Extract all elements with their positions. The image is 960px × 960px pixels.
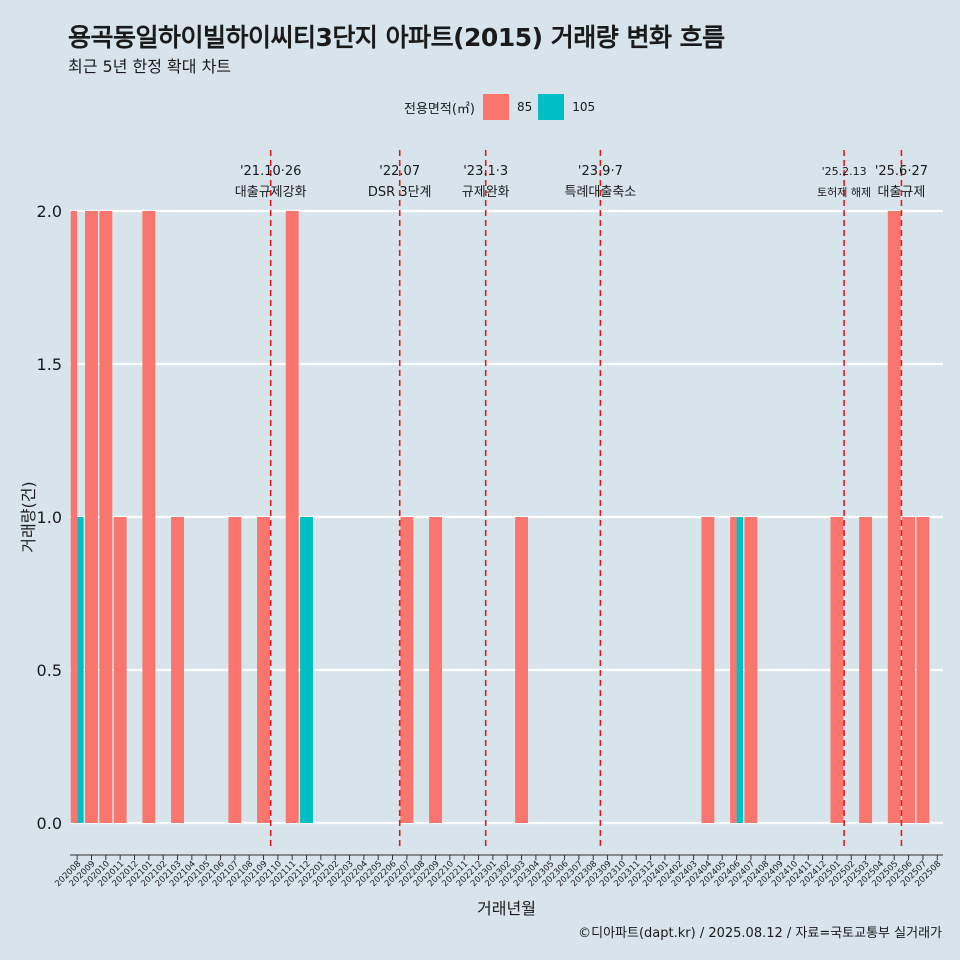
- event-name-label: 대출규제강화: [235, 185, 307, 200]
- legend-item-85: 85: [482, 94, 533, 120]
- legend-swatch-85: [482, 94, 509, 120]
- legend-swatch-105: [538, 94, 565, 120]
- legend: 전용면적(㎡) 85 105: [404, 94, 601, 120]
- bar-85: [429, 517, 442, 823]
- event-name-label: 특례대출축소: [565, 185, 637, 200]
- bar-85: [285, 211, 299, 823]
- event-date-label: '25.6·27: [875, 164, 928, 179]
- bar-85: [515, 517, 529, 823]
- y-tick-label: 1.5: [37, 355, 62, 374]
- bar-85: [730, 517, 737, 823]
- bar-85: [400, 517, 414, 823]
- bar-85: [171, 517, 184, 823]
- bar-85: [142, 211, 156, 823]
- legend-item-105: 105: [538, 94, 595, 120]
- bar-85: [830, 517, 844, 823]
- bar-85: [228, 517, 242, 823]
- y-axis-title: 거래량(건): [19, 481, 38, 552]
- bar-85: [859, 517, 873, 823]
- bar-105: [736, 517, 744, 823]
- y-tick-label: 2.0: [37, 202, 62, 221]
- bar-85: [257, 517, 270, 823]
- y-tick-label: 1.0: [37, 508, 62, 527]
- bar-85: [902, 517, 916, 823]
- event-name-label: 대출규제: [878, 185, 926, 200]
- event-date-label: '21.10·26: [240, 164, 301, 179]
- bar-85: [887, 211, 901, 823]
- legend-label-105: 105: [572, 100, 596, 114]
- event-name-label: 규제완화: [462, 185, 510, 200]
- event-date-label: '23.9·7: [578, 164, 623, 179]
- event-date-label: '22.07: [379, 164, 420, 179]
- y-tick-label: 0.5: [37, 661, 62, 680]
- event-date-label: '25.2.13: [822, 165, 867, 178]
- chart-title: 용곡동일하이빌하이씨티3단지 아파트(2015) 거래량 변화 흐름: [68, 23, 725, 52]
- source-caption: ©디아파트(dapt.kr) / 2025.08.12 / 자료=국토교통부 실…: [578, 926, 942, 941]
- bar-85: [701, 517, 715, 823]
- x-axis-title: 거래년월: [477, 899, 536, 918]
- event-name-label: 토허제 해제: [817, 185, 871, 199]
- bar-85: [744, 517, 758, 823]
- bar-85: [85, 211, 98, 823]
- bar-105: [300, 517, 313, 823]
- legend-label-85: 85: [516, 100, 533, 114]
- chart-subtitle: 최근 5년 한정 확대 차트: [68, 57, 232, 76]
- event-name-label: DSR 3단계: [368, 185, 432, 200]
- y-tick-label: 0.0: [37, 814, 62, 833]
- bar-85: [70, 211, 78, 823]
- bar-85: [113, 517, 127, 823]
- event-date-label: '23.1·3: [463, 164, 508, 179]
- bar-85: [99, 211, 113, 823]
- bar-85: [916, 517, 930, 823]
- bar-105: [77, 517, 84, 823]
- legend-title: 전용면적(㎡): [404, 101, 475, 117]
